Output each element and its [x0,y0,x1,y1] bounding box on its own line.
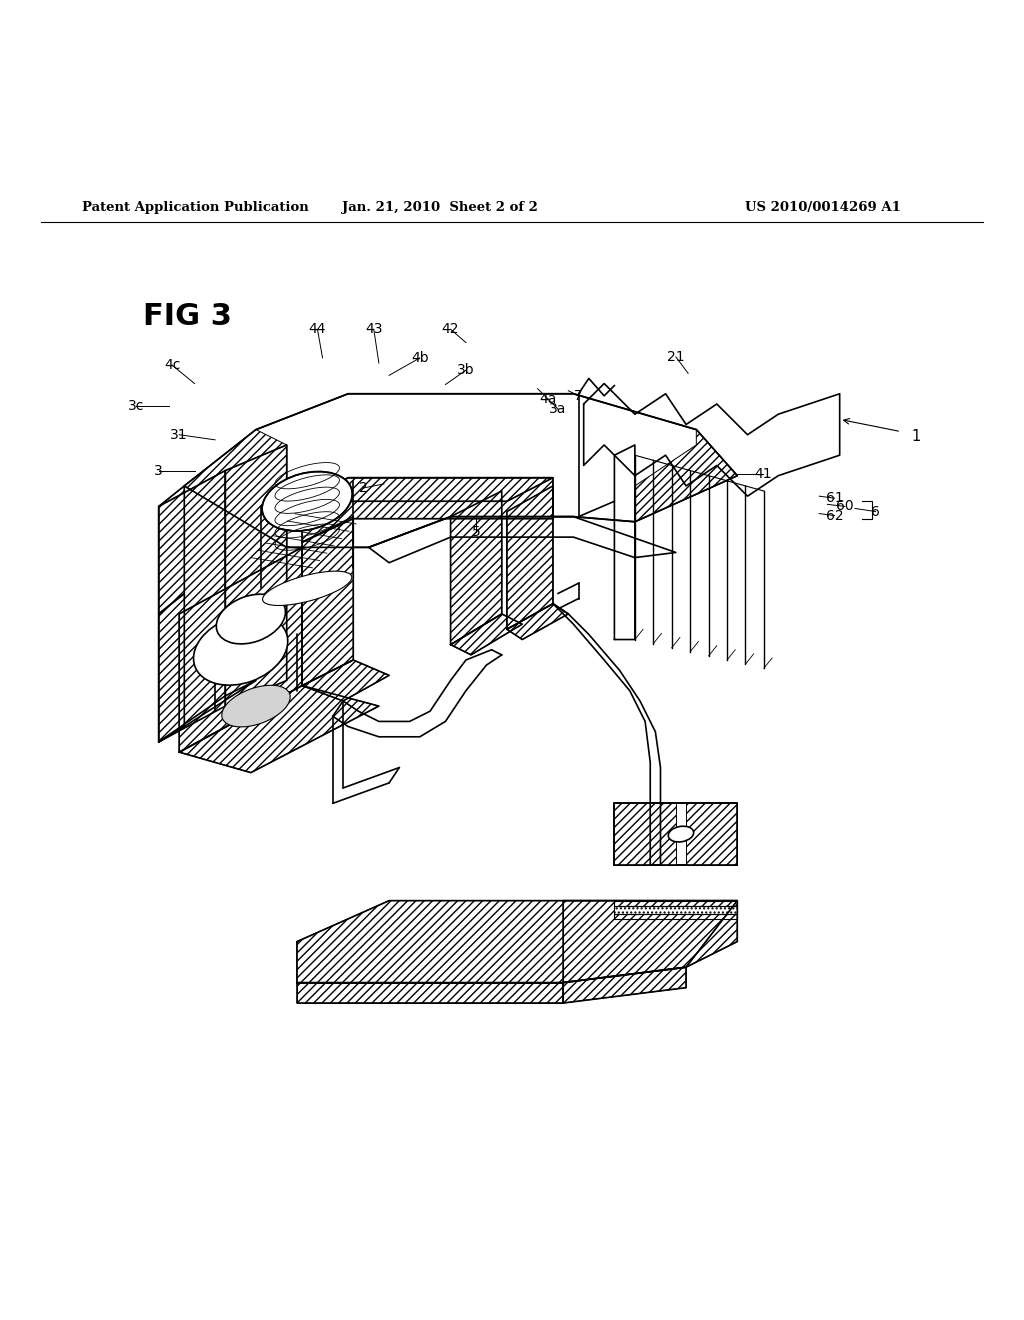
Polygon shape [614,906,737,913]
Polygon shape [614,804,737,865]
Text: 43: 43 [365,322,383,337]
Text: US 2010/0014269 A1: US 2010/0014269 A1 [745,201,901,214]
Polygon shape [179,685,379,772]
Ellipse shape [262,471,352,531]
Text: 3b: 3b [457,363,475,378]
Polygon shape [179,548,302,752]
Polygon shape [302,478,553,502]
Text: 60: 60 [836,499,854,513]
Polygon shape [635,429,737,521]
Ellipse shape [262,572,352,606]
Text: Patent Application Publication: Patent Application Publication [82,201,308,214]
Polygon shape [302,660,389,701]
Text: 5: 5 [472,525,480,539]
Ellipse shape [669,826,693,842]
Text: 4a: 4a [540,392,556,405]
Polygon shape [297,900,737,982]
Polygon shape [159,681,256,742]
Polygon shape [184,393,737,548]
Text: 42: 42 [441,322,460,337]
Text: 31: 31 [170,428,188,442]
Polygon shape [302,516,353,685]
Polygon shape [614,804,676,865]
Polygon shape [302,478,553,543]
Text: 3c: 3c [128,399,144,413]
Polygon shape [507,603,568,639]
Text: 6: 6 [871,504,880,519]
Text: 3a: 3a [550,403,566,416]
Ellipse shape [216,594,286,644]
Text: FIG 3: FIG 3 [143,302,232,331]
Polygon shape [563,900,737,982]
Text: Jan. 21, 2010  Sheet 2 of 2: Jan. 21, 2010 Sheet 2 of 2 [342,201,539,214]
Polygon shape [686,804,737,865]
Text: 62: 62 [825,508,844,523]
Polygon shape [451,614,522,655]
Text: 44: 44 [308,322,327,337]
Text: 2: 2 [359,480,368,495]
Polygon shape [563,968,686,1003]
Polygon shape [297,982,563,1003]
Polygon shape [184,429,287,548]
Text: 61: 61 [825,491,844,506]
Text: 1: 1 [911,429,922,445]
Text: 7: 7 [574,389,583,403]
Polygon shape [159,486,184,614]
Polygon shape [159,594,184,742]
Polygon shape [451,491,502,644]
Text: 4b: 4b [411,351,429,364]
Text: 41: 41 [754,467,772,480]
Text: 21: 21 [667,350,685,364]
Ellipse shape [222,685,290,727]
Polygon shape [507,486,553,630]
Text: 4c: 4c [164,358,180,372]
Text: 3: 3 [155,463,163,478]
Polygon shape [225,445,287,706]
Polygon shape [159,470,225,742]
Ellipse shape [194,614,288,685]
